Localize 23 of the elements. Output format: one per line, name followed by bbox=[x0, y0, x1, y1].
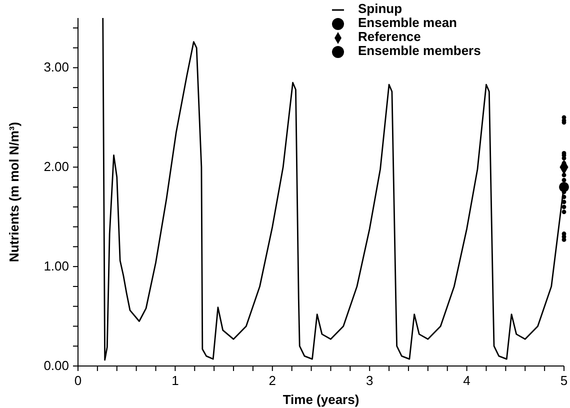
legend-label: Reference bbox=[358, 29, 422, 44]
x-tick-label: 1 bbox=[172, 373, 179, 388]
y-tick-label: 0.00 bbox=[44, 358, 69, 373]
y-tick-label: 2.00 bbox=[44, 159, 69, 174]
point bbox=[562, 200, 566, 204]
point bbox=[562, 194, 566, 200]
point bbox=[562, 172, 566, 178]
y-axis-title: Nutrients (m mol N/m³) bbox=[6, 122, 22, 262]
x-tick-label: 0 bbox=[74, 373, 82, 388]
legend-label: Ensemble members bbox=[358, 43, 482, 58]
x-axis-title: Time (years) bbox=[282, 392, 360, 407]
point bbox=[562, 204, 566, 210]
point bbox=[562, 178, 566, 182]
x-tick-label: 2 bbox=[268, 373, 276, 388]
legend-label: Spinup bbox=[358, 1, 404, 16]
point bbox=[562, 238, 566, 242]
y-tick-label: 3.00 bbox=[44, 60, 69, 75]
legend-label: Ensemble mean bbox=[358, 15, 458, 30]
point bbox=[562, 210, 566, 214]
x-tick-label: 4 bbox=[463, 373, 470, 388]
x-tick-label: 3 bbox=[366, 373, 374, 388]
y-tick-label: 1.00 bbox=[44, 258, 69, 274]
x-tick-label: 5 bbox=[560, 373, 568, 388]
